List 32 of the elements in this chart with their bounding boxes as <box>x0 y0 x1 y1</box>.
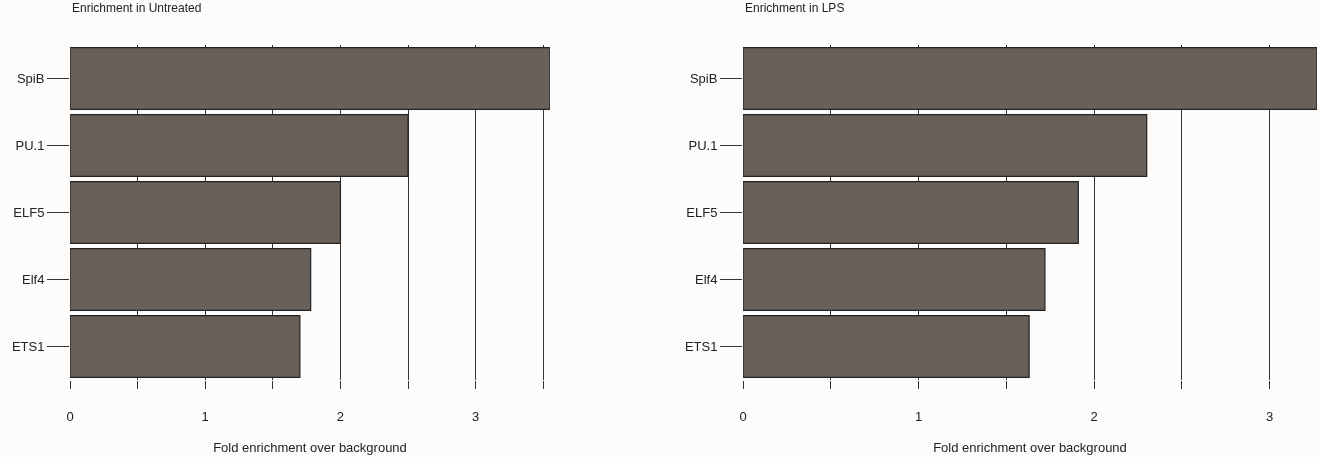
y-tick-label: SpiB <box>689 71 718 87</box>
x-tick-label: 3 <box>1265 408 1274 424</box>
bar <box>70 181 342 244</box>
y-tick-label: PU.1 <box>688 138 718 154</box>
y-tick-label: Elf4 <box>21 272 45 288</box>
y-tick-label: ETS1 <box>11 339 45 355</box>
bar <box>743 315 1030 378</box>
bar <box>70 114 409 177</box>
chart-title: Enrichment in Untreated <box>72 1 202 15</box>
y-tick-label: PU.1 <box>15 138 45 154</box>
y-tick-label: SpiB <box>16 71 45 87</box>
x-axis-title: Fold enrichment over background <box>213 440 407 456</box>
x-tick-label: 0 <box>66 408 74 424</box>
bar <box>70 248 312 311</box>
bar <box>70 315 301 378</box>
y-tick-label: ELF5 <box>13 205 45 221</box>
x-tick-label: 3 <box>472 408 480 424</box>
y-tick-label: ELF5 <box>686 205 718 221</box>
x-tick-label: 0 <box>739 408 747 424</box>
bar <box>743 181 1079 244</box>
chart-title: Enrichment in LPS <box>745 1 845 15</box>
bar <box>70 47 550 110</box>
bar <box>743 47 1317 110</box>
x-tick-label: 2 <box>336 408 345 424</box>
x-tick-label: 2 <box>1090 408 1098 424</box>
y-tick-label: ETS1 <box>684 339 718 355</box>
x-tick-label: 1 <box>201 408 209 424</box>
x-tick-label: 1 <box>914 408 923 424</box>
x-axis-title: Fold enrichment over background <box>933 440 1127 456</box>
bar <box>743 114 1148 177</box>
bar <box>743 248 1046 311</box>
y-tick-label: Elf4 <box>694 272 718 288</box>
